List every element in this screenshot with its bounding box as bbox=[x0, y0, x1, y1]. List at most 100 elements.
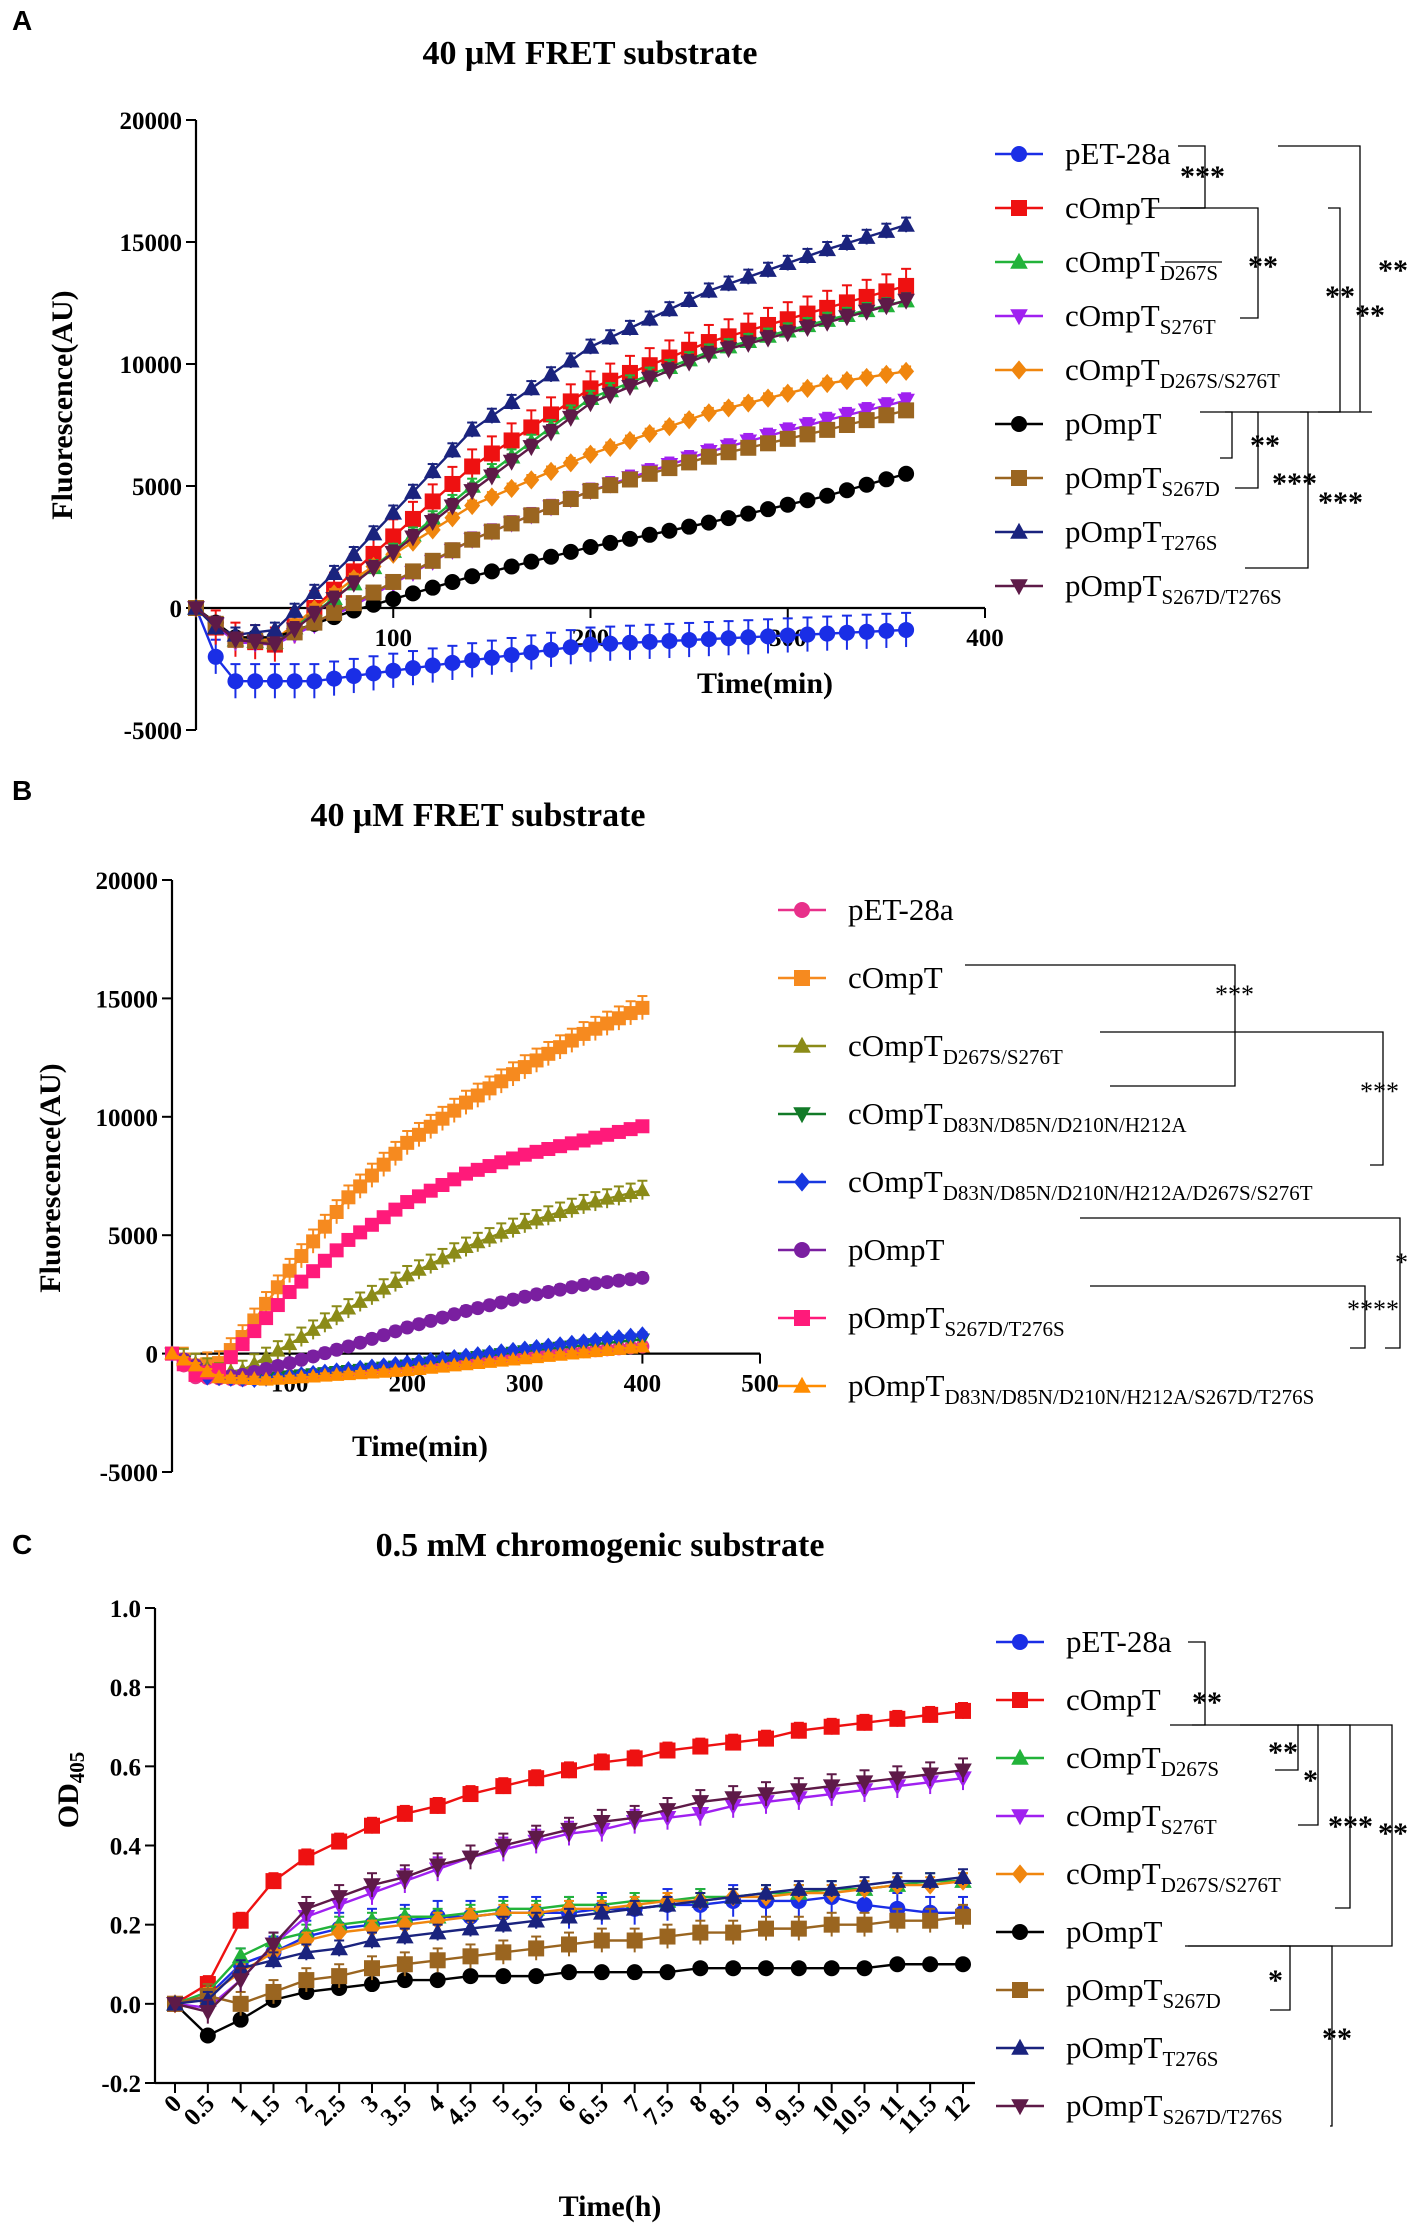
panel-c-data-point bbox=[922, 1956, 939, 1973]
panel-b-data-point bbox=[481, 1229, 498, 1244]
panel-b-legend-label-base: cOmpT bbox=[848, 1096, 943, 1131]
panel-a-data-point bbox=[877, 398, 896, 415]
panel-c-data-point bbox=[757, 1883, 775, 1900]
panel-c-y-tick-label: 0.0 bbox=[110, 1992, 141, 2019]
panel-a-legend-label-subscript: T276S bbox=[1161, 531, 1217, 555]
panel-b-data-point bbox=[470, 1355, 486, 1370]
panel-c-data-point bbox=[822, 1879, 841, 1896]
panel-a-data-point bbox=[483, 469, 501, 486]
panel-a-data-point bbox=[898, 621, 915, 638]
panel-c-legend-label: cOmpTD267S/S276T bbox=[1066, 1856, 1281, 1897]
panel-a-data-point bbox=[700, 514, 717, 531]
panel-a-data-point bbox=[740, 393, 757, 413]
panel-a-legend-label: cOmpTD267S/S276T bbox=[1065, 352, 1280, 393]
panel-b-legend-label-base: pOmpT bbox=[848, 1232, 945, 1267]
panel-c-data-point bbox=[822, 1779, 841, 1796]
panel-a-data-point bbox=[602, 534, 619, 551]
panel-b-data-point bbox=[376, 1157, 391, 1172]
panel-a-data-point bbox=[602, 477, 619, 494]
panel-b-data-point bbox=[576, 1277, 591, 1292]
panel-b-data-point bbox=[576, 1026, 591, 1041]
panel-b-data-point bbox=[423, 1359, 439, 1374]
panel-a-data-point bbox=[464, 458, 481, 475]
panel-a-data-point bbox=[898, 361, 915, 381]
panel-c-data-point bbox=[428, 1858, 447, 1875]
panel-b-data-point bbox=[529, 1287, 544, 1302]
panel-a-data-point bbox=[700, 448, 717, 465]
panel-c-data-point bbox=[364, 1919, 380, 1939]
panel-c-legend-marker bbox=[1011, 2099, 1029, 2116]
panel-b-y-axis-label: Fluorescence(AU) bbox=[34, 1063, 67, 1292]
panel-a-data-point bbox=[523, 419, 540, 436]
panel-a-legend-label: pOmpTS267D bbox=[1065, 460, 1220, 501]
panel-b-data-point bbox=[470, 1162, 485, 1177]
panel-a-data-point bbox=[838, 408, 856, 425]
panel-a-data-point bbox=[799, 492, 816, 509]
panel-a-data-point bbox=[778, 253, 797, 270]
panel-b-data-point bbox=[188, 1367, 203, 1382]
panel-b-data-point bbox=[635, 1270, 650, 1285]
panel-a-data-point bbox=[680, 290, 698, 307]
panel-a-legend-item-compt: cOmpT bbox=[995, 190, 1160, 225]
panel-b-data-point bbox=[541, 1142, 556, 1157]
panel-b-data-point bbox=[423, 1313, 438, 1328]
panel-a-data-point bbox=[621, 430, 638, 451]
panel-a-data-point bbox=[621, 530, 638, 547]
panel-a-legend-label-base: pOmpT bbox=[1065, 568, 1162, 603]
panel-c-data-point bbox=[231, 1959, 250, 1976]
panel-c-series-line bbox=[174, 1915, 964, 2006]
panel-a-legend-item-pompt-s267d: pOmpTS267D bbox=[995, 460, 1220, 501]
panel-c-legend-marker bbox=[1012, 1924, 1028, 1940]
panel-b-legend-label-subscript: D83N/D85N/D210N/H212A bbox=[943, 1113, 1188, 1137]
panel-b-data-point bbox=[328, 1366, 345, 1381]
panel-b-legend-label-base: pOmpT bbox=[848, 1368, 945, 1403]
panel-a-data-point bbox=[621, 379, 639, 396]
panel-a-data-point bbox=[681, 341, 698, 358]
panel-a-y-axis-label: Fluorescence(AU) bbox=[46, 290, 79, 519]
panel-a-legend-marker bbox=[1011, 470, 1027, 486]
panel-b-data-point bbox=[411, 1189, 426, 1204]
panel-b-data-point bbox=[317, 1346, 332, 1361]
panel-b-legend-label: cOmpT bbox=[848, 960, 943, 995]
panel-a-data-point bbox=[582, 539, 599, 555]
panel-b-x-tick-label: 400 bbox=[624, 1371, 662, 1398]
panel-b-legend-label-base: pOmpT bbox=[848, 1300, 945, 1335]
panel-a-data-point bbox=[404, 510, 421, 527]
panel-b-data-point bbox=[528, 1211, 545, 1226]
panel-a-data-point bbox=[326, 670, 343, 687]
panel-c-legend-marker bbox=[1011, 1809, 1029, 1826]
panel-c-data-point bbox=[494, 1838, 513, 1855]
panel-c-data-point bbox=[199, 2027, 216, 2044]
panel-a-legend-label-base: cOmpT bbox=[1065, 298, 1160, 333]
panel-a-data-point bbox=[779, 383, 796, 403]
panel-a-data-point bbox=[838, 624, 855, 641]
panel-a-data-point bbox=[858, 367, 875, 388]
panel-b-data-point bbox=[611, 1187, 627, 1202]
panel-a-series-pet-28a bbox=[188, 600, 915, 699]
panel-c-data-point bbox=[527, 1911, 545, 1928]
panel-c-sig-2: ** bbox=[1268, 1736, 1298, 1769]
panel-b-data-point bbox=[282, 1356, 297, 1371]
panel-c-legend-item-compt-s276t: cOmpTS276T bbox=[996, 1798, 1217, 1839]
panel-a-data-point bbox=[483, 649, 500, 666]
panel-c-legend-label-base: cOmpT bbox=[1066, 1798, 1161, 1833]
panel-b-legend-label-subscript: S267D/T276S bbox=[944, 1317, 1064, 1341]
panel-a-data-point bbox=[661, 349, 678, 366]
panel-c-data-point bbox=[658, 1803, 677, 1820]
panel-b-data-point bbox=[411, 1317, 426, 1332]
panel-b-legend-item-compt-d83n-d85n-d210n-h212a: cOmpTD83N/D85N/D210N/H212A bbox=[778, 1096, 1187, 1137]
panel-a-data-point bbox=[719, 274, 738, 291]
panel-c-data-point bbox=[231, 1947, 250, 1964]
panel-b-legend-label: cOmpTD83N/D85N/D210N/H212A/D267S/S276T bbox=[848, 1164, 1313, 1205]
panel-b-data-point bbox=[517, 1340, 532, 1358]
panel-b-data-point bbox=[423, 1183, 438, 1198]
panel-a-data-point bbox=[897, 293, 915, 310]
panel-c-data-point bbox=[265, 1983, 282, 2000]
panel-a-data-point bbox=[582, 444, 599, 464]
panel-c-data-point bbox=[264, 1937, 283, 1954]
panel-c-data-point bbox=[658, 1895, 677, 1912]
panel-c-data-point bbox=[790, 1783, 808, 1800]
panel-a-data-point bbox=[423, 514, 442, 531]
panel-a-data-point bbox=[819, 421, 836, 438]
